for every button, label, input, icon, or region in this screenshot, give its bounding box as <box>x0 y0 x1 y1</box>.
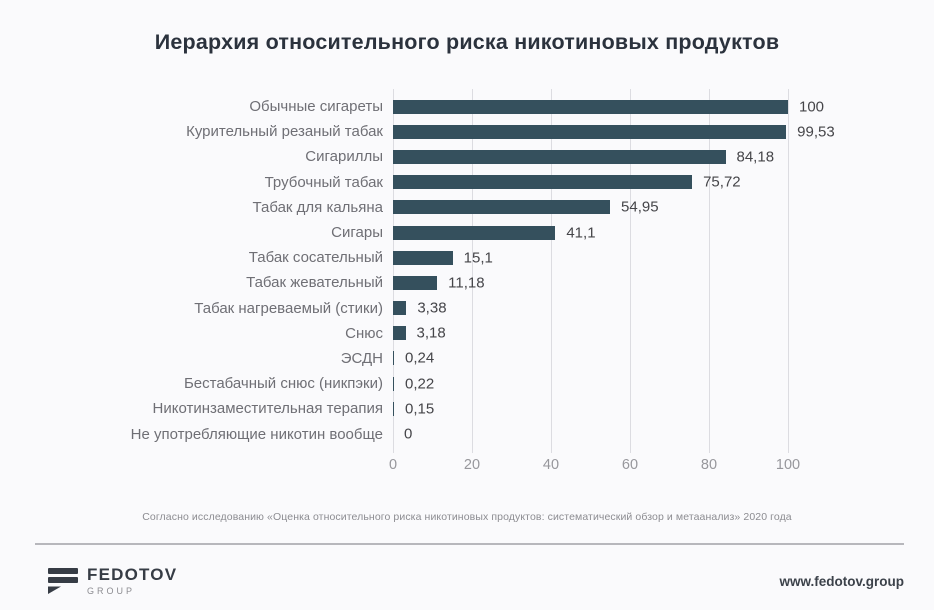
category-label: Никотинзаместительная терапия <box>152 400 384 418</box>
brand-subtitle: GROUP <box>87 585 136 596</box>
bar-track: 11,18 <box>393 270 934 295</box>
grid-line-0 <box>393 89 394 453</box>
bar <box>393 225 556 240</box>
x-tick-label: 40 <box>542 456 560 473</box>
bar-track: 41,1 <box>393 220 934 245</box>
plot-area: Обычные сигареты 100 Курительный резаный т… <box>0 89 934 479</box>
value-label: 3,38 <box>417 299 447 317</box>
bar <box>393 149 726 164</box>
x-tick-label: 20 <box>463 456 481 473</box>
x-tick-label: 100 <box>775 456 801 473</box>
bar-row: Обычные сигареты 100 <box>0 94 934 119</box>
value-label: 54,95 <box>621 198 659 216</box>
value-label: 0 <box>404 425 413 443</box>
value-label: 99,53 <box>797 123 835 141</box>
value-label: 11,18 <box>448 274 485 292</box>
grid-line-80 <box>709 89 710 453</box>
bar-row: Никотинзаместительная терапия 0,15 <box>0 396 934 421</box>
value-label: 100 <box>799 98 825 116</box>
value-label: 75,72 <box>703 173 741 191</box>
bar-row: Сигары 41,1 <box>0 220 934 245</box>
bar-track: 0,24 <box>393 346 934 371</box>
bar-track: 3,18 <box>393 321 934 346</box>
footer-divider <box>35 543 904 545</box>
bar-track: 0 <box>393 421 934 446</box>
value-label: 84,18 <box>736 148 775 166</box>
bar-track: 54,95 <box>393 195 934 220</box>
bar-track: 0,22 <box>393 371 934 396</box>
website-link[interactable]: www.fedotov.group <box>779 573 905 589</box>
bar-row: Сигариллы 84,18 <box>0 144 934 169</box>
bar <box>393 124 787 139</box>
category-label: Табак нагреваемый (стики) <box>194 299 383 317</box>
bar-row: Трубочный табак 75,72 <box>0 170 934 195</box>
source-footnote: Согласно исследованию «Оценка относитель… <box>142 510 792 523</box>
bar <box>393 175 693 190</box>
bar-row: Бестабачный снюс (никпэки) 0,22 <box>0 371 934 396</box>
bar-row: Табак жевательный 11,18 <box>0 270 934 295</box>
grid-line-100 <box>788 89 789 453</box>
category-label: Снюс <box>345 324 383 342</box>
grid-line-40 <box>551 89 552 453</box>
value-label: 15,1 <box>463 249 493 267</box>
bar-row: Курительный резаный табак 99,53 <box>0 119 934 144</box>
bar-track: 75,72 <box>393 170 934 195</box>
bar <box>393 301 407 316</box>
bar-track: 100 <box>393 94 934 119</box>
brand-name: FEDOTOV <box>87 565 178 585</box>
category-label: Не употребляющие никотин вообще <box>130 425 383 443</box>
category-label: Курительный резаный табак <box>186 123 383 141</box>
gridlines <box>393 89 934 453</box>
grid-line-20 <box>472 89 473 453</box>
category-label: Сигары <box>331 224 383 242</box>
category-label: ЭСДН <box>340 349 383 367</box>
category-label: Сигариллы <box>305 148 383 166</box>
bar <box>393 401 394 416</box>
bar <box>393 326 406 341</box>
bar-track: 99,53 <box>393 119 934 144</box>
bar <box>393 250 453 265</box>
fedotov-logo-icon <box>48 568 78 595</box>
bar <box>393 351 394 366</box>
x-tick-label: 80 <box>700 456 718 473</box>
category-label: Табак сосательный <box>248 249 383 267</box>
bar-row: Табак сосательный 15,1 <box>0 245 934 270</box>
value-label: 41,1 <box>566 224 596 242</box>
bar-track: 15,1 <box>393 245 934 270</box>
category-label: Обычные сигареты <box>249 98 383 116</box>
fedotov-logo: FEDOTOV GROUP <box>48 566 177 596</box>
bar-row: Не употребляющие никотин вообще 0 <box>0 421 934 446</box>
chart-title: Иерархия относительного риска никотиновы… <box>154 30 780 54</box>
brand-text-block: FEDOTOV GROUP <box>87 566 177 596</box>
value-label: 0,24 <box>405 349 435 367</box>
category-label: Трубочный табак <box>264 173 383 191</box>
bar-row: Табак нагреваемый (стики) 3,38 <box>0 296 934 321</box>
footer: FEDOTOV GROUP www.fedotov.group <box>48 560 904 602</box>
bar-row: ЭСДН 0,24 <box>0 346 934 371</box>
bar-chart: Обычные сигареты 100 Курительный резаный т… <box>0 89 934 479</box>
bar-row: Табак для кальяна 54,95 <box>0 195 934 220</box>
bar <box>393 376 394 391</box>
category-label: Табак жевательный <box>246 274 383 292</box>
bar <box>393 99 788 114</box>
bar-track: 0,15 <box>393 396 934 421</box>
grid-line-60 <box>630 89 631 453</box>
x-tick-label: 0 <box>388 456 398 473</box>
bar <box>393 200 611 215</box>
value-label: 0,15 <box>405 400 435 418</box>
x-axis: 0 20 40 60 80 100 <box>389 453 934 479</box>
bar <box>393 275 438 290</box>
category-label: Бестабачный снюс (никпэки) <box>183 375 383 393</box>
bar-track: 84,18 <box>393 144 934 169</box>
category-label: Табак для кальяна <box>252 198 384 216</box>
bar-track: 3,38 <box>393 296 934 321</box>
value-label: 3,18 <box>416 324 446 342</box>
x-tick-label: 60 <box>621 456 639 473</box>
bar-rows: Обычные сигареты 100 Курительный резаный т… <box>0 94 934 447</box>
value-label: 0,22 <box>405 375 435 393</box>
bar-row: Снюс 3,18 <box>0 321 934 346</box>
